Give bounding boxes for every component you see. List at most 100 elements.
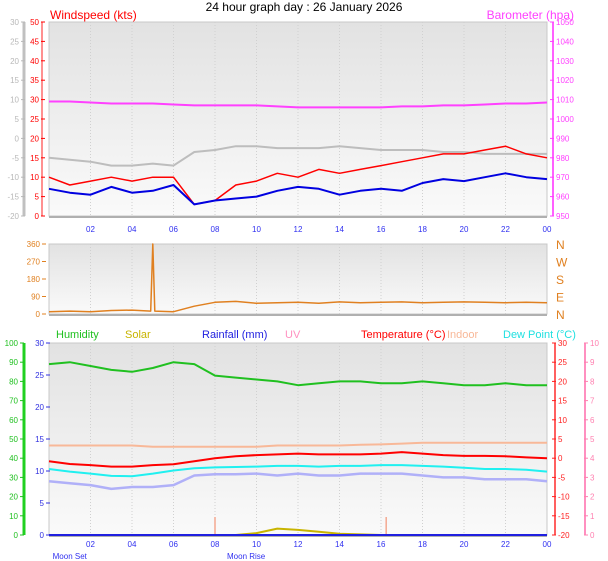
time-tick-label: 00: [543, 225, 552, 234]
uv-axis-tick-label: 2: [590, 493, 595, 502]
wind-axis-tick-label: 10: [30, 173, 39, 182]
time-tick-label: 08: [211, 225, 220, 234]
time-tick-label: 02: [86, 225, 95, 234]
time-tick-label: 00: [543, 540, 552, 549]
time-tick-label: 04: [128, 225, 137, 234]
wind_avg-series-line: [48, 172, 548, 206]
time-tick-label: 22: [501, 225, 510, 234]
humidity-axis-tick-label: 40: [9, 454, 18, 463]
humidity-axis-tick-label: 10: [9, 512, 18, 521]
wind-axis-tick-label: 45: [30, 37, 39, 46]
grey-axis-tick-label: 5: [15, 115, 20, 124]
grey-axis-tick-label: -15: [7, 193, 19, 202]
time-tick-label: 10: [252, 225, 261, 234]
direction-axis-tick-label: 90: [31, 293, 40, 302]
wind-axis-tick-label: 35: [30, 76, 39, 85]
humidity-axis-tick-label: 30: [9, 473, 18, 482]
rain-axis-tick-label: 30: [35, 339, 44, 348]
temp-axis-tick-label: 30: [558, 339, 567, 348]
humidity-axis-tick-label: 50: [9, 435, 18, 444]
grey-axis-tick-label: -20: [7, 212, 19, 221]
baro-axis-tick-label: 990: [556, 134, 570, 143]
time-tick-label: 06: [169, 225, 178, 234]
dew-series-line: [48, 464, 548, 478]
time-tick-label: 12: [294, 540, 303, 549]
humidity-axis-tick-label: 70: [9, 397, 18, 406]
uv-axis-tick-label: 9: [590, 358, 595, 367]
compass-label: W: [556, 256, 568, 270]
time-tick-label: 16: [377, 225, 386, 234]
grey-axis-tick-label: 20: [10, 57, 19, 66]
compass-label: E: [556, 291, 564, 305]
time-tick-label: 08: [211, 540, 220, 549]
uv-axis-tick-label: 5: [590, 435, 595, 444]
time-tick-label: 10: [252, 540, 261, 549]
temp-series-line: [48, 451, 548, 468]
uv-label: UV: [285, 329, 301, 341]
time-tick-label: 12: [294, 225, 303, 234]
temp-axis-tick-label: -10: [558, 493, 570, 502]
wind_gust-series-line: [48, 145, 548, 206]
temp-axis-tick-label: -20: [558, 531, 570, 540]
rainfall-label: Rainfall (mm): [202, 329, 267, 341]
time-tick-label: 14: [335, 540, 344, 549]
indoor-series-line: [49, 441, 547, 448]
compass-label: N: [556, 238, 565, 252]
time-tick-label: 18: [418, 540, 427, 549]
indoor-label: Indoor: [447, 329, 479, 341]
time-tick-label: 14: [335, 225, 344, 234]
direction-axis-tick-label: 360: [27, 240, 41, 249]
wind-axis-tick-label: 25: [30, 115, 39, 124]
wind-axis-tick-label: 40: [30, 57, 39, 66]
temp-axis-tick-label: 5: [558, 435, 563, 444]
direction-axis-tick-label: 180: [27, 275, 41, 284]
baro-axis-tick-label: 1000: [556, 115, 574, 124]
grey-axis-tick-label: 30: [10, 18, 19, 27]
solar-label: Solar: [125, 329, 151, 341]
grey-axis-tick-label: 15: [10, 76, 19, 85]
temp-axis-tick-label: 15: [558, 397, 567, 406]
uv-axis-tick-label: 8: [590, 377, 595, 386]
baro-series-line: [49, 100, 548, 109]
humidity-series-line: [48, 361, 547, 387]
wind-axis-tick-label: 50: [30, 18, 39, 27]
time-tick-label: 02: [86, 540, 95, 549]
baro-axis-tick-label: 950: [556, 212, 570, 221]
rain-axis-tick-label: 0: [40, 531, 45, 540]
compass-label: N: [556, 308, 565, 322]
wind-direction-series-line: [48, 243, 548, 313]
humidity-axis-tick-label: 80: [9, 377, 18, 386]
grey-axis-tick-label: 10: [10, 96, 19, 105]
wind-axis-tick-label: 30: [30, 96, 39, 105]
barometer-label: Barometer (hpa): [487, 8, 574, 22]
temp-axis-tick-label: 25: [558, 358, 567, 367]
compass-label: S: [556, 273, 564, 287]
uv-axis-tick-label: 1: [590, 512, 595, 521]
temp-axis-tick-label: -5: [558, 473, 566, 482]
humidity-label: Humidity: [56, 329, 99, 341]
baro-axis-tick-label: 1050: [556, 18, 574, 27]
rain-axis-tick-label: 10: [35, 467, 44, 476]
moon-rise-label: Moon Rise: [227, 552, 266, 561]
time-tick-label: 06: [169, 540, 178, 549]
wind-axis-tick-label: 20: [30, 134, 39, 143]
baro-axis-tick-label: 960: [556, 193, 570, 202]
direction-chart-plot-area: [48, 243, 548, 315]
moon-set-label: Moon Set: [53, 552, 88, 561]
grey-series-line: [48, 145, 547, 167]
baro-axis-tick-label: 980: [556, 154, 570, 163]
time-tick-label: 20: [460, 225, 469, 234]
grey-axis-tick-label: -5: [12, 154, 20, 163]
direction-axis-tick-label: 0: [36, 310, 41, 319]
baro-axis-tick-label: 970: [556, 173, 570, 182]
grey-axis-tick-label: 25: [10, 37, 19, 46]
graph-title: 24 hour graph day : 26 January 2026: [206, 0, 403, 14]
time-tick-label: 04: [128, 540, 137, 549]
windspeed-label: Windspeed (kts): [50, 8, 137, 22]
rain-axis-tick-label: 25: [35, 371, 44, 380]
grey-axis-tick-label: 0: [15, 134, 20, 143]
baro-axis-tick-label: 1010: [556, 96, 574, 105]
baro-axis-tick-label: 1040: [556, 37, 574, 46]
